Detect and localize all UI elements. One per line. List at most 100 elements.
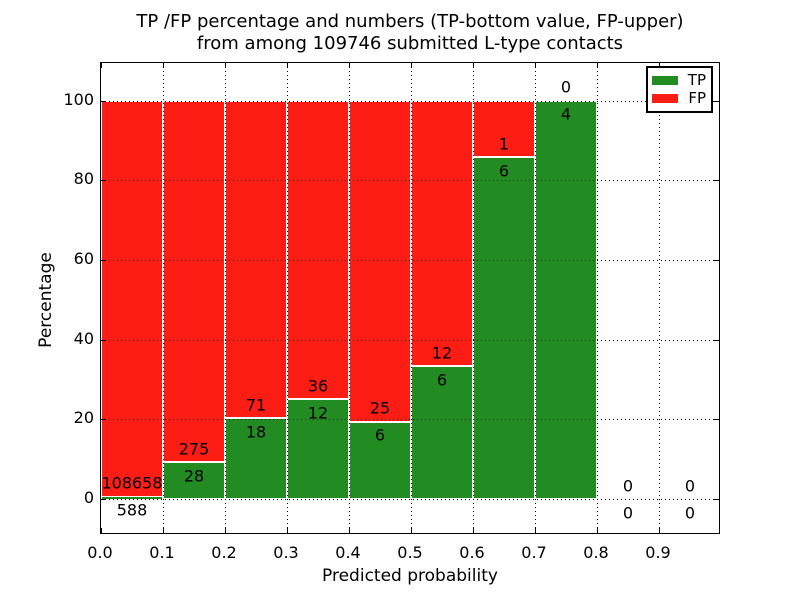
x-tick-bottom-0.7 <box>535 528 536 533</box>
bar-tp-segment-0.7-0.8 <box>535 100 597 499</box>
bar-tp-segment-0.0-0.1 <box>101 496 163 499</box>
fp-count-label-0.9-1.0: 0 <box>684 476 696 495</box>
x-tick-bottom-0.4 <box>349 528 350 533</box>
tp-count-label-0.4-0.5: 6 <box>374 425 386 445</box>
y-tick-label-20: 20 <box>73 408 94 428</box>
x-tick-bottom-0.5 <box>411 528 412 533</box>
bar-value-labels-layer: 108658 588 275 28 71 18 36 12 25 6 12 6 1 6 0 4 0 0 0 0 <box>101 63 719 533</box>
gridlines-layer <box>101 63 719 533</box>
x-tick-label-0.6: 0.6 <box>459 543 485 562</box>
tp-count-label-0.7-0.8: 4 <box>560 104 572 124</box>
x-tick-label-0.1: 0.1 <box>149 543 175 562</box>
tp-count-label-0.0-0.1: 588 <box>116 500 148 520</box>
bar-tp-segment-0.4-0.5 <box>349 421 411 499</box>
x-tick-label-0.7: 0.7 <box>521 543 547 562</box>
x-tick-top-0.5 <box>411 63 412 68</box>
bar-fp-segment-0.3-0.4 <box>287 100 349 400</box>
tp-count-label-0.9-1.0: 0 <box>684 503 696 522</box>
plot-area: 108658 588 275 28 71 18 36 12 25 6 12 6 1 6 0 4 0 0 0 0 <box>100 62 720 534</box>
fp-count-label-0.8-0.9: 0 <box>622 476 634 495</box>
x-tick-label-0.0: 0.0 <box>87 543 113 562</box>
gridline-x-0.5 <box>411 63 412 533</box>
gridline-y-100 <box>101 100 719 102</box>
gridline-x-0.6 <box>473 63 474 533</box>
legend-label-fp: FP <box>688 89 706 108</box>
x-tick-bottom-0.8 <box>597 528 598 533</box>
fp-count-label-0.0-0.1: 108658 <box>101 473 163 493</box>
bar-fp-segment-0.4-0.5 <box>349 100 411 422</box>
y-tick-right-60 <box>714 259 719 261</box>
y-tick-left-60 <box>101 259 106 261</box>
chart-title: TP /FP percentage and numbers (TP-bottom… <box>100 11 720 55</box>
gridline-x-0.1 <box>163 63 164 533</box>
legend-entry-tp: TP <box>652 70 706 89</box>
x-tick-bottom-0.1 <box>163 528 164 533</box>
x-tick-bottom-0.6 <box>473 528 474 533</box>
legend-swatch-tp-icon <box>652 75 678 85</box>
gridline-x-0.7 <box>535 63 536 533</box>
gridline-x-0.8 <box>597 63 598 533</box>
y-tick-label-80: 80 <box>73 169 94 189</box>
x-tick-top-0.7 <box>535 63 536 68</box>
fp-count-label-0.5-0.6: 12 <box>431 343 453 363</box>
gridline-x-0.2 <box>225 63 226 533</box>
y-tick-left-100 <box>101 100 106 102</box>
y-tick-label-100: 100 <box>63 89 94 109</box>
gridline-y-80 <box>101 180 719 182</box>
y-tick-right-20 <box>714 419 719 421</box>
bar-fp-segment-0.0-0.1 <box>101 100 163 497</box>
x-tick-bottom-0.9 <box>659 528 660 533</box>
x-tick-label-0.9: 0.9 <box>645 543 671 562</box>
y-tick-right-0 <box>714 499 719 500</box>
y-tick-right-40 <box>714 339 719 341</box>
x-tick-label-0.3: 0.3 <box>273 543 299 562</box>
x-tick-top-0.8 <box>597 63 598 68</box>
x-tick-bottom-0.3 <box>287 528 288 533</box>
gridline-x-0.4 <box>349 63 350 533</box>
x-tick-bottom-0.0 <box>101 528 102 533</box>
legend: TP FP <box>646 66 713 113</box>
tp-count-label-0.1-0.2: 28 <box>183 466 205 486</box>
fp-count-label-0.2-0.3: 71 <box>245 395 267 415</box>
y-tick-label-60: 60 <box>73 248 94 268</box>
tp-count-label-0.8-0.9: 0 <box>622 503 634 522</box>
bar-tp-segment-0.6-0.7 <box>473 157 535 499</box>
legend-label-tp: TP <box>687 70 706 89</box>
gridline-y-40 <box>101 339 719 341</box>
x-tick-label-0.5: 0.5 <box>397 543 423 562</box>
x-tick-top-0.0 <box>101 63 102 68</box>
x-tick-top-0.6 <box>473 63 474 68</box>
chart-title-line1: TP /FP percentage and numbers (TP-bottom… <box>136 11 684 32</box>
bar-fp-segment-0.2-0.3 <box>225 100 287 419</box>
y-tick-label-0: 0 <box>83 488 94 507</box>
bar-fp-segment-0.5-0.6 <box>411 100 473 367</box>
x-tick-label-0.2: 0.2 <box>211 543 237 562</box>
gridline-y-20 <box>101 419 719 421</box>
x-tick-label-0.8: 0.8 <box>583 543 609 562</box>
bar-fp-segment-0.1-0.2 <box>163 100 225 463</box>
bar-tp-segment-0.3-0.4 <box>287 399 349 499</box>
tick-marks-layer <box>101 63 719 533</box>
x-tick-top-0.1 <box>163 63 164 68</box>
tp-count-label-0.6-0.7: 6 <box>498 161 510 181</box>
legend-entry-fp: FP <box>652 91 706 106</box>
gridline-y-60 <box>101 259 719 261</box>
gridline-y-0 <box>101 499 719 500</box>
gridline-x-0.3 <box>287 63 288 533</box>
fp-count-label-0.4-0.5: 25 <box>369 398 391 418</box>
x-tick-label-0.4: 0.4 <box>335 543 361 562</box>
y-tick-right-80 <box>714 180 719 182</box>
fp-count-label-0.7-0.8: 0 <box>560 77 572 97</box>
y-tick-left-40 <box>101 339 106 341</box>
chart-title-line2: from among 109746 submitted L-type conta… <box>196 33 624 54</box>
fp-count-label-0.3-0.4: 36 <box>307 376 329 396</box>
bars-layer <box>101 63 719 533</box>
x-tick-top-0.4 <box>349 63 350 68</box>
x-tick-top-0.2 <box>225 63 226 68</box>
bar-tp-segment-0.1-0.2 <box>163 462 225 499</box>
gridline-x-0.9 <box>659 63 660 533</box>
y-tick-label-40: 40 <box>73 328 94 348</box>
x-tick-bottom-0.2 <box>225 528 226 533</box>
tp-count-label-0.2-0.3: 18 <box>245 422 267 442</box>
